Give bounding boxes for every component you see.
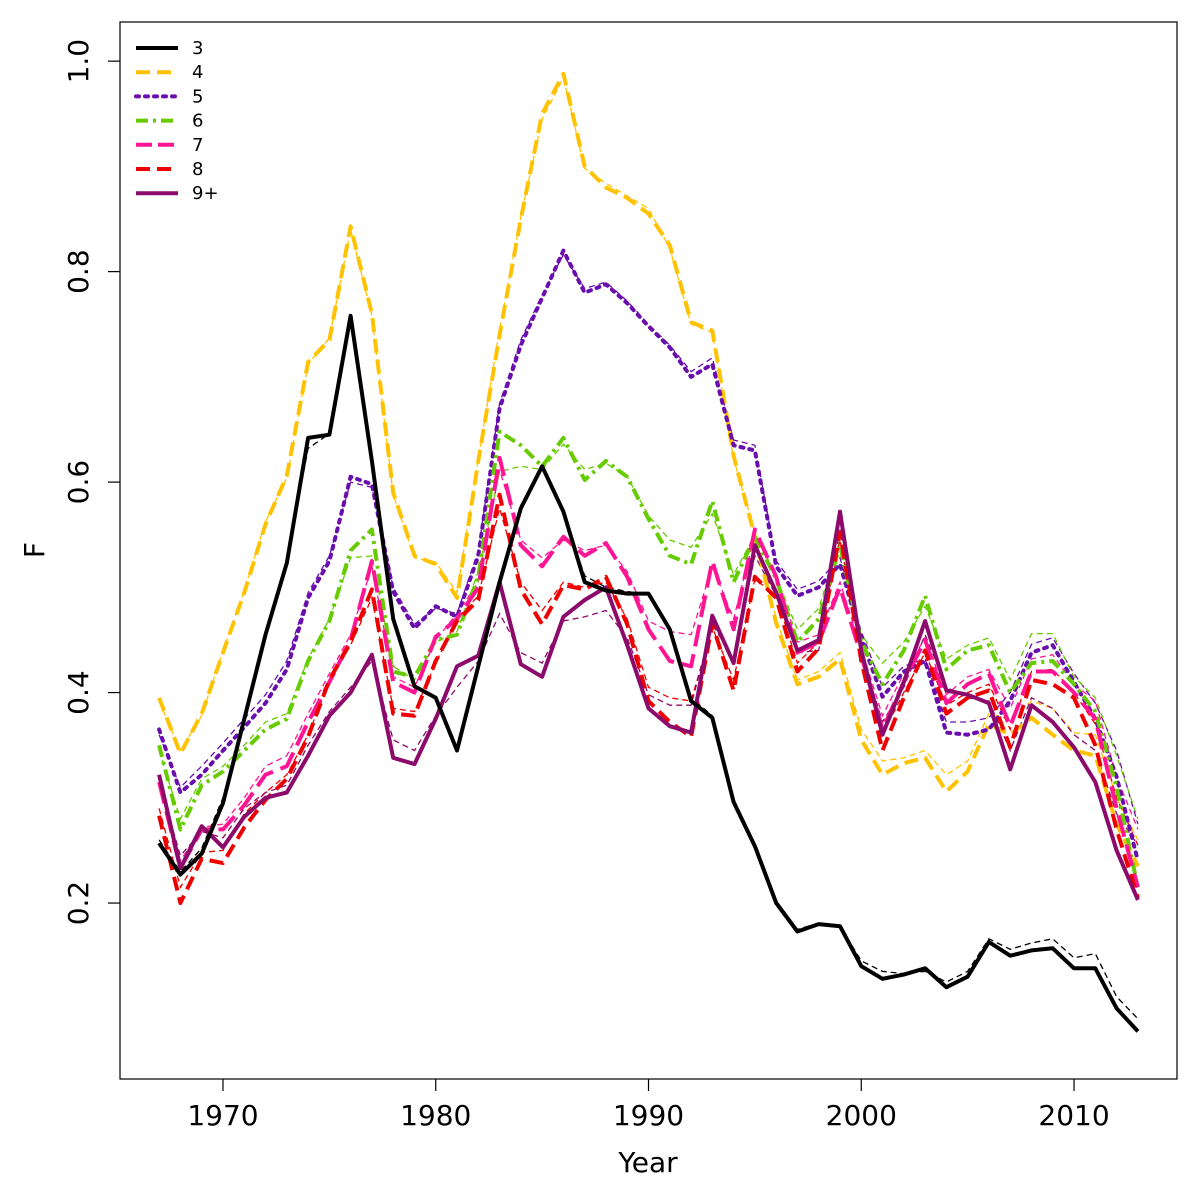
series-retro-line-5 [158,253,1139,825]
legend-label: 4 [192,62,203,83]
x-tick-label: 2000 [826,1099,897,1132]
legend-label: 5 [192,86,203,107]
series-retro-line-6 [158,443,1139,821]
x-tick-label: 1990 [613,1099,684,1132]
y-axis-label: F [18,542,51,558]
series-line-9+ [157,509,1140,901]
legend-label: 7 [192,135,203,156]
series-line-8 [157,492,1140,905]
y-tick-label: 0.8 [62,249,95,294]
y-tick-label: 1.0 [62,39,95,84]
series-line-6 [157,429,1140,888]
series-line-5 [157,248,1140,863]
x-tick-label: 1970 [187,1099,258,1132]
series-retro-line-8 [158,505,1139,889]
plot-frame [119,21,1178,1080]
legend-label: 9+ [192,183,219,204]
legend-label: 8 [192,159,203,180]
y-axis: 0.2 0.4 0.6 0.8 1.0 [62,39,120,925]
legend-label: 3 [192,38,203,59]
x-axis-label: Year [617,1146,678,1179]
y-tick-label: 0.4 [62,670,95,715]
y-tick-label: 0.2 [62,881,95,926]
series-line-3 [157,313,1140,1033]
x-axis: 1970 1980 1990 2000 2010 [187,1079,1110,1132]
x-tick-label: 2010 [1038,1099,1109,1132]
series-line-7 [157,455,1140,888]
plot-lines [157,71,1140,1033]
series-line-4 [157,71,1140,868]
series-retro-line-9+ [158,529,1139,858]
legend-label: 6 [192,111,203,132]
x-tick-label: 1980 [400,1099,471,1132]
legend: 3 4 5 6 7 8 9+ [134,38,219,204]
y-tick-label: 0.6 [62,460,95,505]
series-retro-line-3 [158,317,1139,1020]
